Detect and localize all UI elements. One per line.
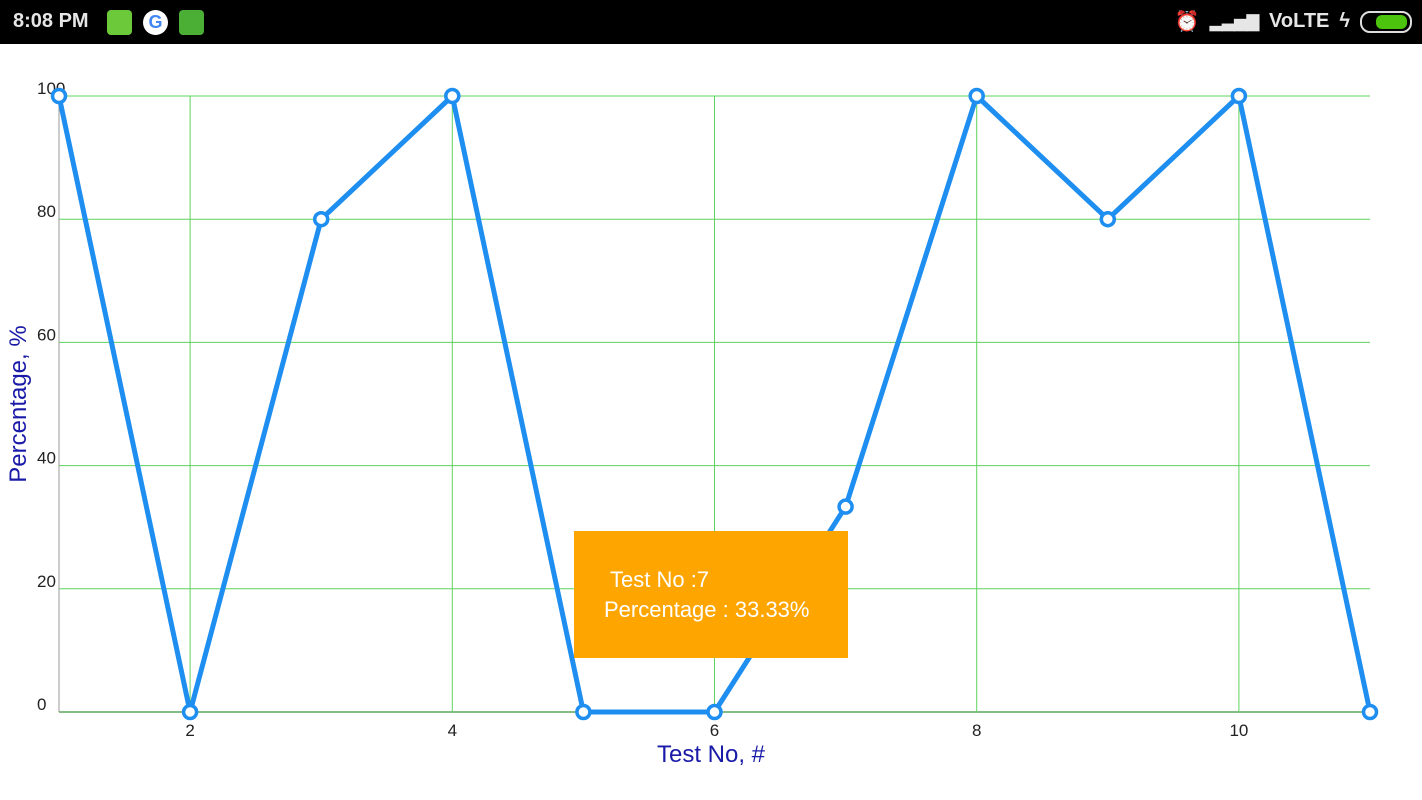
y-tick-label: 20 — [37, 572, 56, 591]
battery-icon — [1360, 10, 1412, 33]
data-point — [968, 87, 985, 105]
data-point — [444, 87, 461, 105]
y-tick-label: 80 — [37, 202, 56, 221]
x-axis-label: Test No, # — [657, 741, 766, 768]
x-tick-label: 6 — [710, 721, 719, 740]
data-point-tooltip: Test No :7 Percentage : 33.33% — [574, 531, 848, 658]
network-label: VoLTE — [1269, 10, 1330, 32]
x-tick-label: 8 — [972, 721, 981, 740]
data-point — [706, 703, 723, 721]
data-point — [181, 703, 199, 721]
y-tick-label: 0 — [37, 695, 46, 714]
data-point — [312, 210, 330, 228]
tooltip-percentage: Percentage : 33.33% — [604, 597, 810, 622]
data-point — [50, 87, 68, 105]
y-axis-label: Percentage, % — [5, 325, 32, 482]
data-point — [1230, 87, 1248, 105]
y-tick-label: 60 — [37, 325, 56, 344]
status-time: 8:08 PM — [13, 10, 89, 32]
data-point — [837, 498, 854, 515]
alarm-icon: ⏰ — [1174, 11, 1200, 33]
battery-app-icon — [107, 10, 132, 35]
x-tick-label: 4 — [448, 721, 457, 740]
android-app-icon — [179, 10, 204, 35]
x-tick-label: 10 — [1229, 721, 1248, 740]
charging-icon: ϟ — [1339, 10, 1350, 32]
x-tick-label: 2 — [185, 721, 194, 740]
data-point — [1361, 703, 1379, 721]
status-bar: 8:08 PM G ⏰ ▂▃▅▇ VoLTE ϟ — [0, 0, 1422, 44]
data-point — [575, 703, 592, 721]
google-icon: G — [143, 10, 168, 35]
y-tick-label: 40 — [37, 449, 56, 468]
signal-icon: ▂▃▅▇ — [1209, 13, 1260, 31]
tooltip-test-no: Test No :7 — [610, 567, 710, 592]
data-point — [1099, 210, 1117, 228]
